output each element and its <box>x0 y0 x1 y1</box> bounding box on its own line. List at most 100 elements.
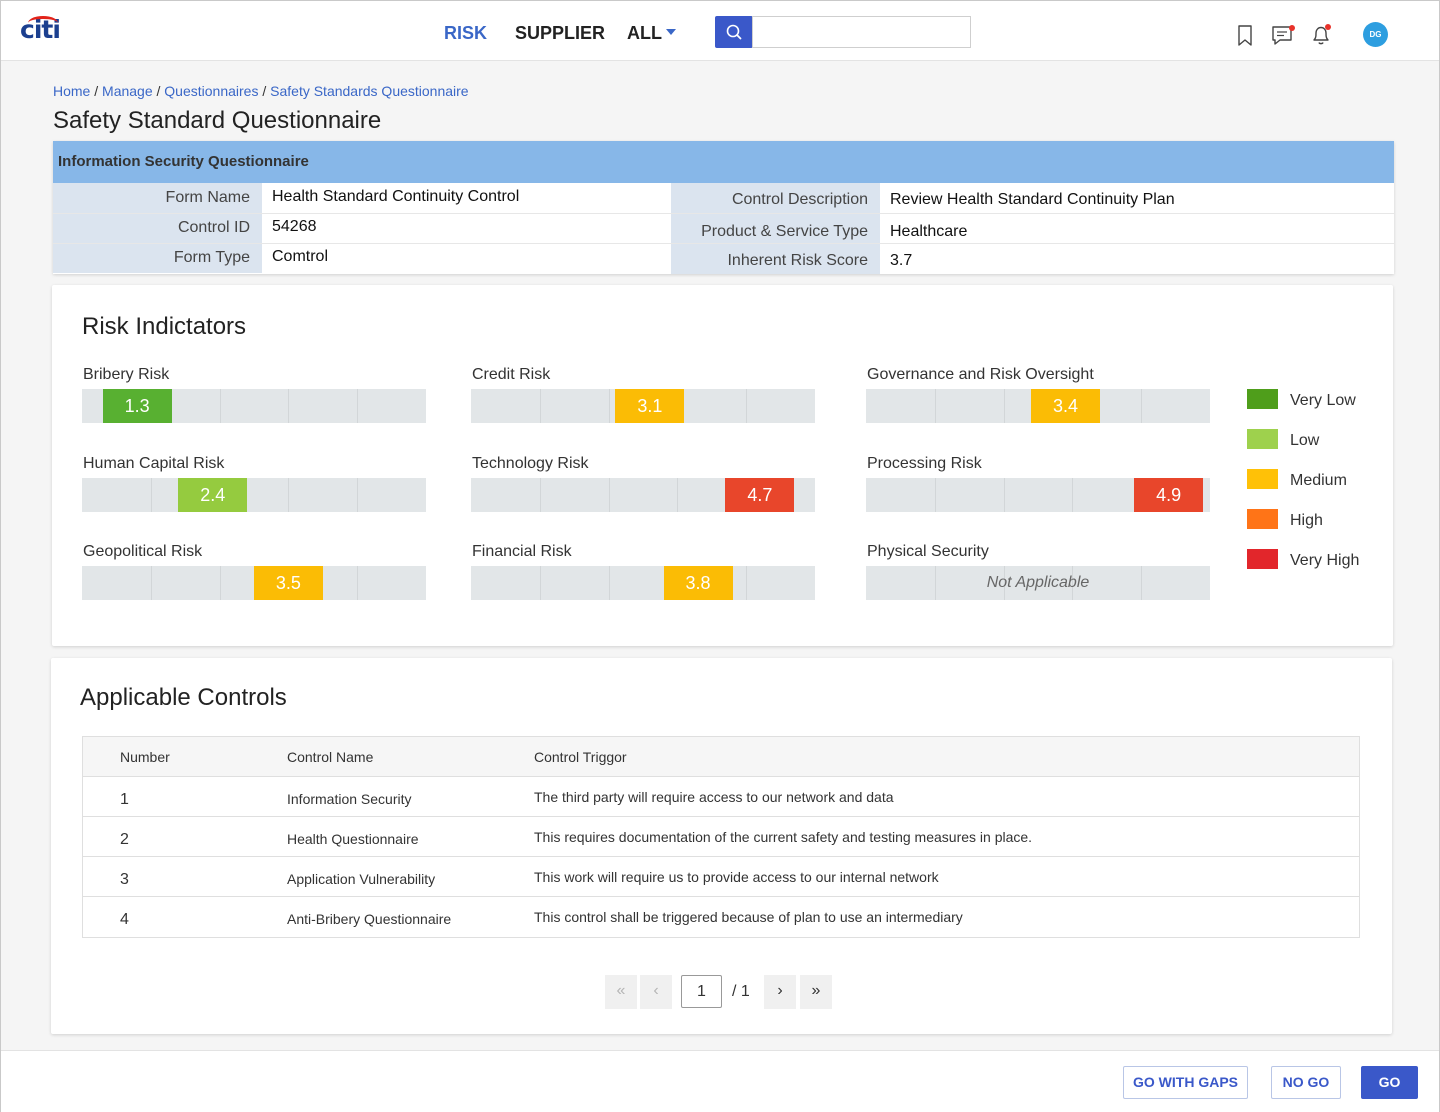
control-trigger: This control shall be triggered because … <box>534 909 963 925</box>
risk-indicators-title: Risk Indictators <box>82 313 247 340</box>
bar-segment-divider <box>150 566 152 600</box>
breadcrumb-questionnaires[interactable]: Questionnaires <box>164 83 259 99</box>
go-with-gaps-button[interactable]: GO WITH GAPS <box>1123 1066 1248 1099</box>
legend-swatch <box>1247 549 1278 569</box>
nav-all-label: ALL <box>627 23 662 43</box>
previous-page-button[interactable]: ‹ <box>640 975 672 1009</box>
bar-segment-divider <box>357 566 359 600</box>
risk-score-governance-and-risk-oversight: 3.4 <box>1031 389 1100 423</box>
user-avatar[interactable]: DG <box>1363 22 1388 47</box>
indicator-label-governance-and-risk-oversight: Governance and Risk Oversight <box>867 366 1094 383</box>
bar-segment-divider <box>934 478 936 512</box>
bell-icon <box>1313 26 1329 45</box>
risk-bar-credit-risk: 3.1 <box>471 389 815 423</box>
nav-risk[interactable]: RISK <box>444 23 488 43</box>
risk-bar-governance-and-risk-oversight: 3.4 <box>866 389 1210 423</box>
legend-swatch <box>1247 469 1278 489</box>
bar-segment-divider <box>539 389 541 423</box>
risk-bar-geopolitical-risk: 3.5 <box>82 566 426 600</box>
table-row[interactable]: 4 Anti-Bribery Questionnaire This control … <box>83 897 1359 937</box>
risk-bar-human-capital-risk: 2.4 <box>82 478 426 512</box>
indicator-label-credit-risk: Credit Risk <box>472 366 551 383</box>
bar-segment-divider <box>219 566 221 600</box>
bar-segment-divider <box>1003 566 1005 600</box>
bar-segment-divider <box>746 389 748 423</box>
citi-logo[interactable]: citi <box>20 15 61 45</box>
control-name: Information Security <box>287 791 412 807</box>
control-id-label: Control ID <box>53 213 262 243</box>
risk-score-financial-risk: 3.8 <box>663 566 733 600</box>
first-page-button[interactable]: « <box>605 975 637 1009</box>
bar-segment-divider <box>219 389 221 423</box>
risk-score-geopolitical-risk: 3.5 <box>253 566 323 600</box>
risk-bar-financial-risk: 3.8 <box>471 566 815 600</box>
control-name: Anti-Bribery Questionnaire <box>287 911 452 927</box>
column-header-number[interactable]: Number <box>120 749 170 765</box>
bookmark-icon <box>1238 25 1252 46</box>
messages-unread-dot <box>1289 25 1295 31</box>
bar-segment-divider <box>934 566 936 600</box>
nav-all-dropdown[interactable]: ALL <box>627 21 676 45</box>
row-divider <box>53 213 1394 214</box>
legend-label: High <box>1290 512 1323 529</box>
page-number-input[interactable] <box>681 975 722 1008</box>
controls-table: Number Control Name Control Triggor 1 Inf… <box>82 736 1360 938</box>
indicator-label-financial-risk: Financial Risk <box>472 543 572 560</box>
risk-score-human-capital-risk: 2.4 <box>178 478 248 512</box>
search-button[interactable] <box>715 16 753 48</box>
no-go-button[interactable]: NO GO <box>1271 1066 1341 1099</box>
table-row[interactable]: 1 Information Security The third party wil… <box>83 777 1359 817</box>
indicator-label-geopolitical-risk: Geopolitical Risk <box>83 543 203 560</box>
bar-segment-divider <box>677 478 679 512</box>
breadcrumb: Home / Manage / Questionnaires / Safety … <box>53 83 469 99</box>
breadcrumb-manage[interactable]: Manage <box>102 83 153 99</box>
product-service-type-label: Product & Service Type <box>671 217 880 247</box>
indicator-label-processing-risk: Processing Risk <box>867 455 982 472</box>
table-row[interactable]: 2 Health Questionnaire This requires docum… <box>83 817 1359 857</box>
breadcrumb-home[interactable]: Home <box>53 83 91 99</box>
logo-arc <box>28 16 58 30</box>
go-button[interactable]: GO <box>1361 1066 1418 1099</box>
page-total: / 1 <box>732 983 750 1000</box>
bookmark-button[interactable] <box>1234 23 1260 49</box>
indicator-label-human-capital-risk: Human Capital Risk <box>83 455 225 472</box>
risk-score-processing-risk: 4.9 <box>1134 478 1204 512</box>
column-header-control-name[interactable]: Control Name <box>287 749 374 765</box>
bar-segment-divider <box>1141 566 1143 600</box>
form-type-label: Form Type <box>53 243 262 273</box>
bar-segment-divider <box>1141 389 1143 423</box>
bar-segment-divider <box>1003 389 1005 423</box>
control-trigger: This work will require us to provide acc… <box>534 869 939 885</box>
risk-indicators-card: Risk Indictators Bribery Risk 1.3 Credit R… <box>52 285 1393 646</box>
indicator-label-bribery-risk: Bribery Risk <box>83 366 170 383</box>
bar-segment-divider <box>288 389 290 423</box>
control-id-value: 54268 <box>262 213 671 243</box>
risk-score-credit-risk: 3.1 <box>615 389 685 423</box>
table-row[interactable]: 3 Application Vulnerability This work will… <box>83 857 1359 897</box>
form-name-label: Form Name <box>53 183 262 213</box>
risk-bar-processing-risk: 4.9 <box>866 478 1210 512</box>
legend-label: Very Low <box>1290 392 1356 409</box>
notifications-button[interactable] <box>1309 23 1335 49</box>
indicator-label-physical-security: Physical Security <box>867 543 989 560</box>
control-number: 4 <box>120 911 129 928</box>
bar-segment-divider <box>608 389 610 423</box>
action-footer: GO WITH GAPS NO GO GO <box>1 1050 1439 1112</box>
column-header-control-trigger[interactable]: Control Triggor <box>534 749 627 765</box>
row-divider <box>53 243 1394 244</box>
applicable-controls-card: Applicable Controls Number Control Name … <box>51 658 1392 1034</box>
form-name-value: Health Standard Continuity Control <box>262 183 671 213</box>
risk-bar-bribery-risk: 1.3 <box>82 389 426 423</box>
last-page-button[interactable]: » <box>800 975 832 1009</box>
control-trigger: This requires documentation of the curre… <box>534 829 1033 845</box>
nav-supplier[interactable]: SUPPLIER <box>515 23 606 43</box>
breadcrumb-current[interactable]: Safety Standards Questionnaire <box>270 83 469 99</box>
notifications-unread-dot <box>1325 24 1331 30</box>
control-name: Application Vulnerability <box>287 871 436 887</box>
search-input[interactable] <box>752 16 971 48</box>
messages-button[interactable] <box>1271 23 1297 49</box>
control-trigger: The third party will require access to o… <box>534 789 894 805</box>
top-nav-bar: citi RISK SUPPLIER ALL DG <box>1 1 1439 61</box>
legend-label: Medium <box>1290 472 1347 489</box>
next-page-button[interactable]: › <box>764 975 796 1009</box>
